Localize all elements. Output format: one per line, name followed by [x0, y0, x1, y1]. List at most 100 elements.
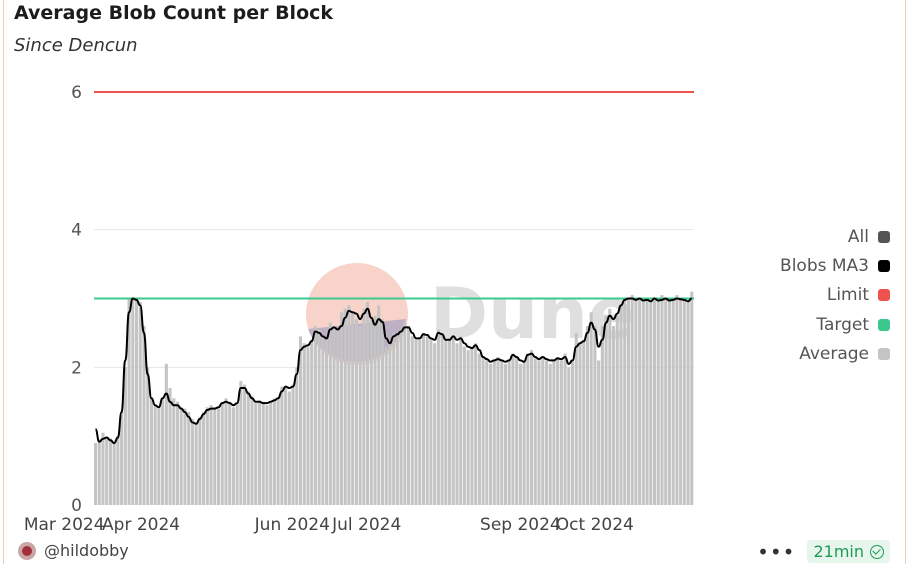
average-bar — [567, 367, 571, 505]
blobs-ma3-line — [94, 297, 692, 445]
average-bar — [220, 403, 224, 505]
average-bar — [578, 343, 582, 505]
average-bar — [559, 360, 563, 505]
average-bar — [153, 405, 157, 505]
average-bar — [358, 326, 362, 505]
average-bar — [455, 343, 459, 505]
average-bar — [246, 391, 250, 505]
average-bar — [164, 363, 168, 505]
footer-actions: ••• 21min — [757, 540, 890, 563]
average-bar — [157, 408, 161, 505]
average-bar — [175, 401, 180, 505]
average-bar — [134, 298, 139, 505]
average-bar — [116, 436, 120, 505]
average-bar — [630, 295, 634, 505]
average-bar — [321, 336, 325, 505]
average-bar — [544, 360, 548, 505]
average-bar — [503, 363, 507, 505]
average-bar — [306, 346, 310, 505]
average-bar — [492, 360, 496, 505]
average-bar — [179, 407, 183, 505]
legend-item[interactable]: All — [780, 222, 890, 251]
average-bar — [507, 360, 511, 505]
average-bar — [366, 301, 370, 505]
average-bar — [142, 326, 146, 505]
average-bar — [407, 326, 411, 505]
y-tick-label: 2 — [71, 358, 82, 378]
average-bar — [675, 295, 679, 505]
x-tick-label: Jul 2024 — [331, 515, 401, 535]
average-bar — [653, 298, 657, 505]
average-bar — [239, 381, 243, 505]
more-dots-icon[interactable]: ••• — [757, 539, 796, 564]
average-bar — [410, 336, 414, 505]
legend-label: All — [847, 226, 869, 247]
average-bar — [351, 312, 355, 505]
average-bar — [626, 298, 630, 505]
refresh-badge[interactable]: 21min — [807, 540, 890, 563]
average-bar — [284, 387, 288, 505]
average-bar — [187, 412, 191, 505]
average-bar — [421, 332, 426, 505]
average-bar — [202, 412, 206, 505]
average-bar — [690, 291, 694, 505]
average-bar — [339, 312, 344, 505]
average-bar — [298, 336, 303, 505]
average-bar — [440, 332, 444, 505]
average-bar — [667, 301, 671, 505]
legend-item[interactable]: Limit — [780, 281, 890, 310]
average-bar — [649, 301, 653, 505]
average-bar — [265, 405, 269, 505]
legend-item[interactable]: Blobs MA3 — [780, 251, 890, 280]
average-bar — [470, 346, 474, 505]
average-bar — [612, 326, 616, 505]
average-bar — [429, 339, 433, 505]
average-bar — [436, 329, 440, 505]
average-bar — [589, 312, 593, 505]
average-bar — [481, 357, 485, 505]
legend-label: Limit — [826, 285, 869, 306]
chart-subtitle: Since Dencun — [14, 35, 138, 56]
chart-title: Average Blob Count per Block — [14, 2, 334, 24]
avatar[interactable] — [18, 541, 36, 560]
y-tick-label: 6 — [71, 83, 82, 103]
average-bar — [377, 305, 381, 505]
average-bar — [388, 339, 392, 505]
average-bar — [466, 350, 470, 506]
average-bar — [537, 360, 541, 505]
average-bar — [235, 403, 239, 505]
average-bar — [552, 360, 556, 505]
legend-item[interactable]: Target — [780, 310, 890, 339]
legend-swatch — [878, 289, 890, 302]
legend-label: Target — [816, 314, 869, 335]
average-bar — [571, 360, 575, 505]
average-bar — [418, 339, 422, 505]
average-bar — [671, 298, 675, 505]
average-bar — [112, 441, 116, 505]
refresh-time: 21min — [813, 542, 864, 561]
average-bar — [123, 367, 127, 505]
average-bar — [522, 360, 526, 505]
y-tick-label: 4 — [71, 221, 82, 241]
average-bar — [261, 401, 265, 505]
average-bar — [541, 357, 545, 505]
average-bar — [462, 346, 466, 505]
average-bar — [597, 360, 601, 505]
average-bar — [190, 418, 194, 505]
average-bar — [384, 346, 388, 505]
author-handle[interactable]: @hildobby — [44, 541, 129, 560]
average-bar — [343, 308, 347, 505]
average-bar — [511, 353, 515, 505]
average-bar — [295, 367, 299, 505]
average-bar — [209, 405, 213, 505]
legend-item[interactable]: Average — [780, 339, 890, 368]
average-bar — [615, 315, 619, 505]
average-bar — [664, 298, 668, 505]
average-bar — [205, 407, 209, 505]
average-bar — [269, 401, 273, 505]
average-bar — [369, 319, 373, 505]
average-bar — [120, 412, 124, 505]
author[interactable]: @hildobby — [18, 541, 129, 560]
